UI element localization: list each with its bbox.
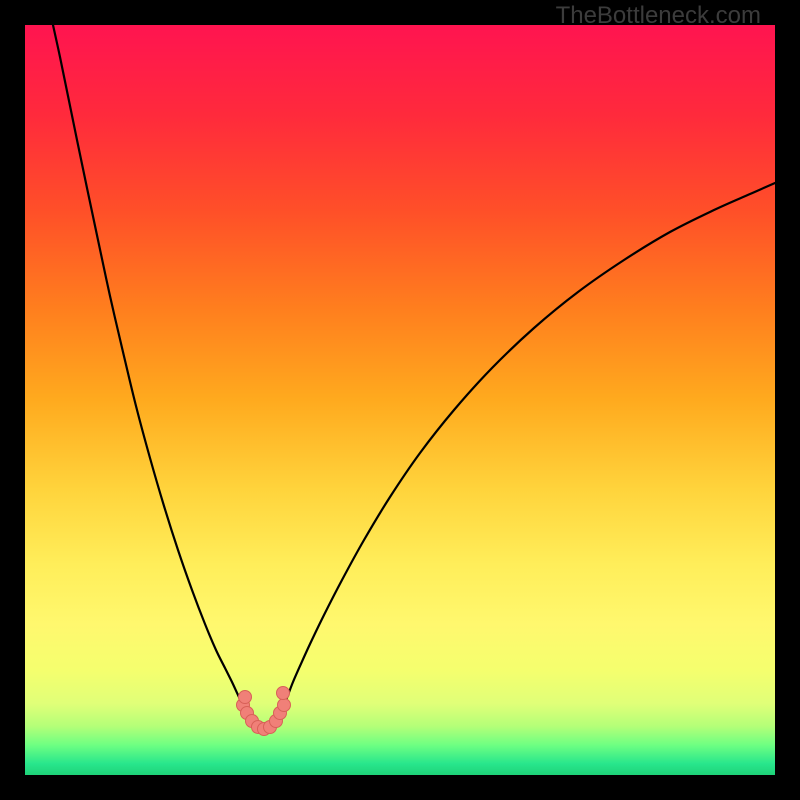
valley-marker bbox=[277, 687, 290, 700]
curve-branch bbox=[53, 25, 243, 705]
chart-frame: TheBottleneck.com bbox=[0, 0, 800, 800]
curve-branch bbox=[284, 183, 775, 705]
valley-marker bbox=[278, 699, 291, 712]
watermark-text: TheBottleneck.com bbox=[556, 2, 761, 30]
bottleneck-curve bbox=[25, 25, 775, 775]
plot-area bbox=[25, 25, 775, 775]
valley-marker bbox=[239, 691, 252, 704]
